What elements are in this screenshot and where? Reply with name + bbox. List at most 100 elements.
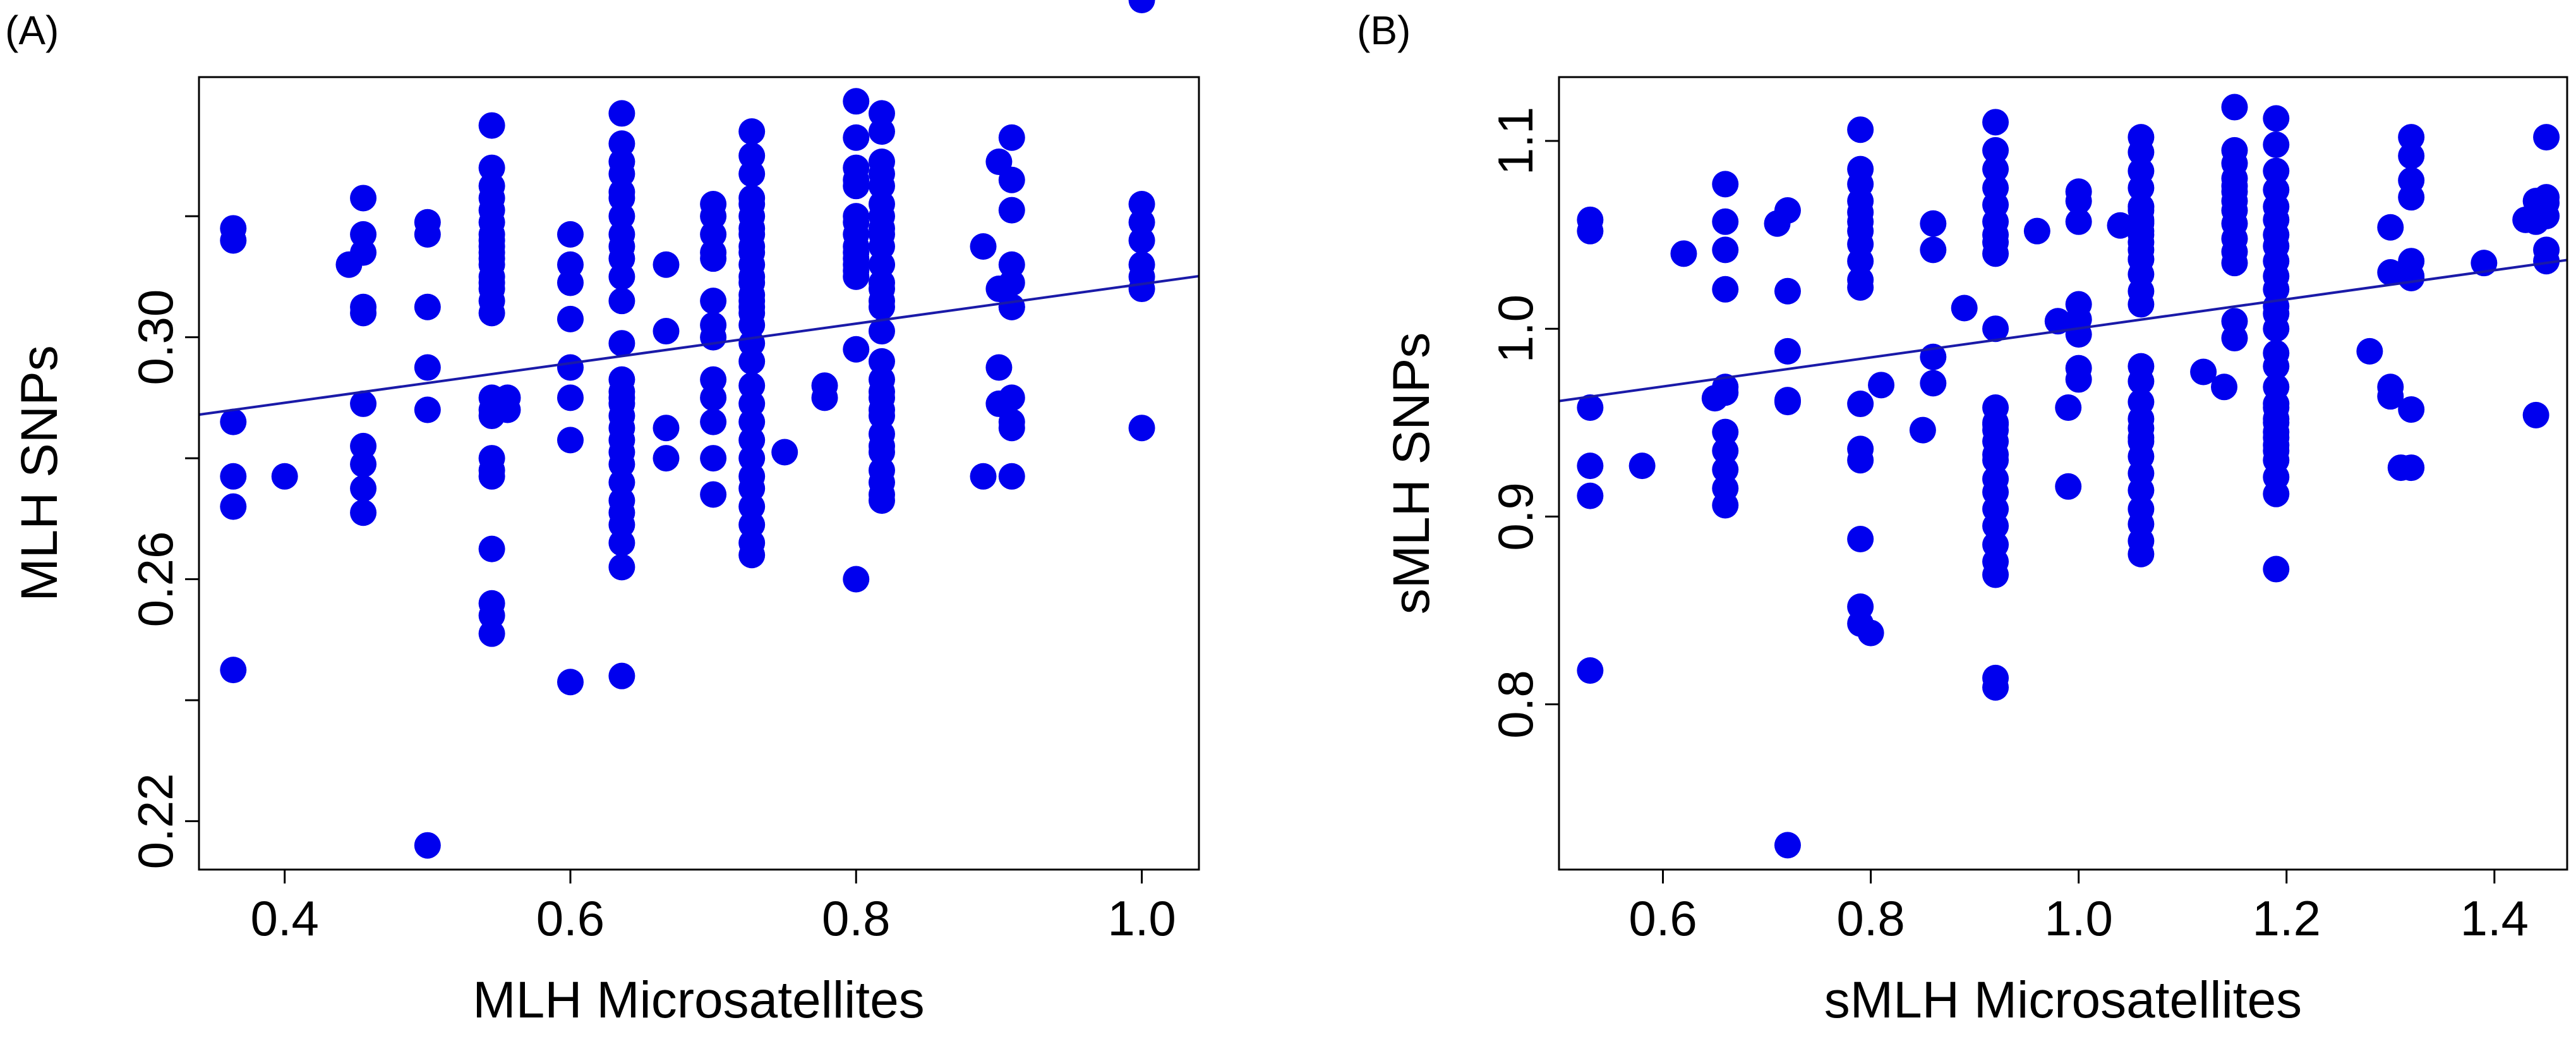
panel-b-data-point	[2128, 174, 2155, 202]
panel-a-trend-line	[198, 274, 1200, 416]
panel-b-data-point	[2065, 188, 2092, 215]
panel-a-data-point	[1128, 227, 1155, 254]
panel-a-data-point	[220, 227, 247, 254]
panel-b-data-point	[1951, 294, 1978, 322]
panel-b-data-point	[2398, 124, 2425, 151]
panel-b-data-point	[2263, 157, 2290, 185]
panel-b-data-point	[1577, 217, 1604, 245]
panel-a-data-point	[350, 451, 377, 478]
panel-a-data-point	[738, 118, 766, 145]
panel-b-ticks	[1545, 140, 2496, 883]
panel-a-data-point	[478, 620, 505, 647]
panel-a-data-point	[771, 439, 798, 466]
panel-a-data-point	[350, 499, 377, 526]
panel-b-data-point	[2128, 428, 2155, 455]
panel-b-data-point	[2065, 366, 2092, 393]
panel-a-data-point	[608, 130, 635, 157]
panel-a-data-point	[738, 348, 766, 375]
panel-b-data-point	[1982, 137, 2009, 164]
panel-a-data-point	[738, 445, 766, 472]
panel-a-data-point	[970, 233, 997, 260]
panel-b-data-point	[2065, 208, 2092, 235]
panel-a-data-point	[350, 185, 377, 212]
panel-a-data-point	[998, 197, 1025, 224]
panel-a-data-point	[350, 300, 377, 327]
panel-b-data-point	[1712, 379, 1739, 406]
panel-a-data-point	[350, 475, 377, 502]
panel-a-x-tick-label: 0.4	[250, 890, 318, 946]
panel-a-data-point	[738, 475, 766, 502]
panel-a-data-point	[738, 142, 766, 169]
panel-a-data-point	[494, 396, 521, 423]
panel-a-data-point	[700, 245, 727, 272]
panel-b-data-point	[1920, 236, 1947, 264]
panel-a-data-point	[608, 469, 635, 496]
panel-b-data-point	[2533, 124, 2560, 151]
panel-b-data-point	[2263, 105, 2290, 132]
panel-b-data-point	[1774, 197, 1801, 224]
panel-b-data-point	[2221, 94, 2248, 121]
panel-a-data-point	[738, 263, 766, 290]
panel-a-data-point	[653, 445, 680, 472]
panel-a-data-point	[700, 481, 727, 508]
panel-a-data-point	[868, 161, 895, 188]
panel-b-trend-line	[1558, 258, 2568, 403]
panel-a-data-point	[478, 300, 505, 327]
panel-b-data-point	[1712, 276, 1739, 303]
panel-b-label: (B)	[1357, 8, 1411, 53]
panel-b-data-point	[1774, 832, 1801, 859]
panel-b-data-point	[2263, 437, 2290, 464]
panel-b-data-point	[1909, 416, 1936, 444]
panel-b-data-point	[2190, 358, 2217, 385]
panel-b-data-point	[2023, 217, 2050, 245]
panel-a-data-point	[608, 451, 635, 478]
panel-a-data-point	[843, 166, 870, 193]
panel-b-data-point	[1774, 387, 1801, 414]
panel-b-data-point	[1847, 447, 1874, 474]
panel-a-data-point	[557, 251, 584, 278]
panel-a-data-point	[271, 463, 298, 490]
panel-a-data-point	[811, 384, 838, 411]
panel-a-x-axis-title: MLH Microsatellites	[472, 971, 924, 1029]
panel-a-data-point	[478, 245, 505, 272]
panel-a-data-point	[653, 251, 680, 278]
panel-a-data-point	[868, 203, 895, 230]
panel-a-data-point	[608, 330, 635, 357]
panel-a-label: (A)	[5, 8, 59, 53]
panel-b-data-point	[2377, 214, 2404, 241]
panel-a-data-point	[1128, 209, 1155, 236]
panel-a-data-point	[868, 481, 895, 508]
panel-b-data-point	[2065, 321, 2092, 348]
panel-a-data-point	[608, 203, 635, 230]
panel-b-data-point	[1670, 240, 1697, 267]
panel-a-data-point	[700, 408, 727, 435]
panel-a-data-point	[557, 305, 584, 332]
panel-a-data-point	[868, 432, 895, 459]
panel-b-data-point	[2398, 142, 2425, 169]
panel-a-data-point	[868, 396, 895, 423]
panel-a-data-point	[738, 161, 766, 188]
panel-b-y-tick-label: 1.0	[1488, 294, 1543, 363]
panel-a-data-point	[478, 154, 505, 181]
panel-a-y-tick-label: 0.30	[128, 289, 183, 385]
panel-b-data-point	[1577, 394, 1604, 421]
panel-a-data-point	[998, 269, 1025, 296]
panel-a-data-point	[608, 511, 635, 538]
panel-b-data-point	[1712, 236, 1739, 264]
panel-b-data-point	[1847, 116, 1874, 143]
panel-a-data-point	[700, 288, 727, 315]
panel-a-data-point	[414, 293, 441, 320]
panel-a-data-point	[868, 251, 895, 278]
panel-b-data-point	[1577, 482, 1604, 509]
panel-a-data-point	[557, 269, 584, 296]
panel-b-data-point	[1712, 456, 1739, 483]
panel-b-data-point	[1868, 372, 1895, 399]
panel-a-data-point	[868, 221, 895, 248]
panel-a-data-point	[608, 288, 635, 315]
panel-a-data-point	[1128, 191, 1155, 218]
panel-a-chart: (A) 0.4 0.6 0.8 1.0 0.22 0.26 0.30 MLH Microsa…	[5, 0, 1200, 1029]
panel-b-data-point	[2128, 246, 2155, 273]
panel-a-data-point	[738, 542, 766, 569]
panel-b-chart: (B) 0.6 0.8 1.0 1.2 1.4 0.8 0.9 1.0 1.1 sMLH Mic…	[1357, 8, 2568, 1029]
